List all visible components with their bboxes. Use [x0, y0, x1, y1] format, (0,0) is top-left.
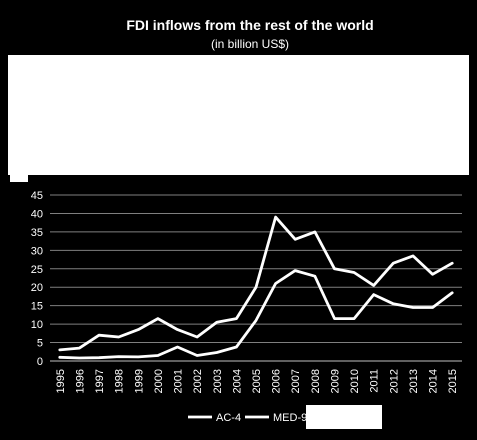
x-tick-label: 2012 [388, 369, 400, 393]
y-tick-label: 25 [31, 264, 43, 276]
y-tick-label: 5 [37, 338, 43, 350]
y-tick-label: 30 [31, 245, 43, 257]
x-tick-label: 2009 [329, 369, 341, 393]
x-tick-label: 2002 [192, 369, 204, 393]
plot-area: 0 5 10 15 20 25 30 35 40 45 1995 1996 1997 1998 1999 20… [31, 190, 462, 393]
x-tick-label: 2001 [173, 369, 185, 393]
x-tick-label: 1996 [74, 369, 86, 393]
x-tick-label: 2006 [271, 369, 283, 393]
legend-overlay-box [8, 55, 469, 175]
y-tick-label: 35 [31, 227, 43, 239]
legend: AC-4 MED-9 [188, 405, 382, 429]
x-tick-label: 2003 [212, 369, 224, 393]
x-tick-label: 2014 [428, 369, 440, 393]
x-tick-label: 2011 [369, 369, 381, 393]
x-tick-label: 2015 [447, 369, 459, 393]
series-line-ac-4 [58, 269, 454, 360]
chart-title: FDI inflows from the rest of the world [126, 17, 373, 33]
x-tick-label: 1997 [94, 369, 106, 393]
chart-subtitle: (in billion US$) [211, 37, 289, 51]
x-tick-label: 2004 [231, 369, 243, 393]
x-tick-label: 2000 [153, 369, 165, 393]
x-tick-label: 1995 [55, 369, 67, 393]
x-tick-label: 2013 [408, 369, 420, 393]
x-tick-label: 1999 [133, 369, 145, 393]
series-line-med-9 [58, 215, 454, 352]
x-tick-label: 2008 [310, 369, 322, 393]
legend-overlay-tab [10, 170, 28, 182]
y-tick-label: 45 [31, 190, 43, 202]
x-tick-label: 2010 [349, 369, 361, 393]
x-tick-label: 1998 [114, 369, 126, 393]
y-tick-label: 15 [31, 301, 43, 313]
y-tick-label: 10 [31, 319, 43, 331]
legend-overlay-patch [306, 405, 382, 429]
legend-label-med-9: MED-9 [273, 412, 307, 424]
y-tick-label: 0 [37, 356, 43, 368]
legend-label-ac-4: AC-4 [216, 412, 241, 424]
x-tick-label: 2005 [251, 369, 263, 393]
x-tick-label: 2007 [290, 369, 302, 393]
y-tick-label: 20 [31, 282, 43, 294]
y-tick-label: 40 [31, 208, 43, 220]
